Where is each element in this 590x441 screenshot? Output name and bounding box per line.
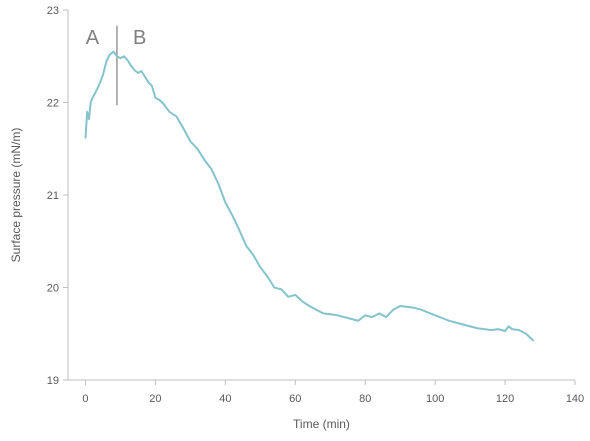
y-tick-labels: 19 20 21 22 23 bbox=[47, 5, 68, 387]
x-tick-label: 100 bbox=[426, 393, 444, 405]
region-label-a: A bbox=[86, 27, 100, 49]
x-tick-label: 0 bbox=[82, 393, 88, 405]
y-tick-label: 23 bbox=[47, 5, 59, 17]
x-tick-label: 60 bbox=[289, 393, 301, 405]
y-tick-label: 21 bbox=[47, 190, 59, 202]
x-axis-title: Time (min) bbox=[293, 417, 350, 431]
series-group bbox=[84, 50, 534, 342]
y-axis-title: Surface pressure (mN/m) bbox=[9, 128, 23, 263]
x-tick-labels: 0 20 40 60 80 100 120 140 bbox=[82, 380, 584, 405]
series-line-0 bbox=[84, 50, 534, 342]
y-tick-label: 20 bbox=[47, 283, 59, 295]
x-tick-label: 20 bbox=[149, 393, 161, 405]
y-tick-label: 22 bbox=[47, 98, 59, 110]
x-tick-label: 120 bbox=[496, 393, 514, 405]
x-tick-label: 80 bbox=[359, 393, 371, 405]
x-tick-label: 40 bbox=[219, 393, 231, 405]
x-tick-label: 140 bbox=[566, 393, 584, 405]
region-label-b: B bbox=[133, 27, 146, 49]
y-tick-label: 19 bbox=[47, 375, 59, 387]
